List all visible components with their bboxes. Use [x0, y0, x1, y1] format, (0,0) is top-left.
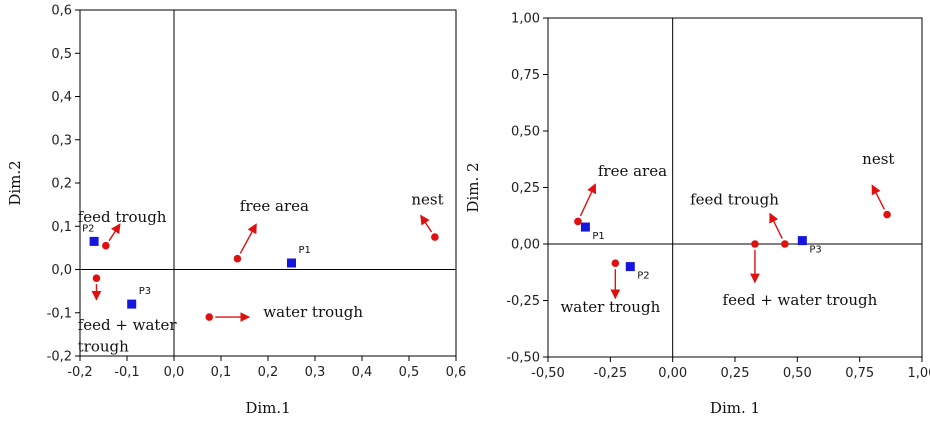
x-tick-label: 0,25 — [721, 366, 750, 381]
x-tick-label: -0,25 — [594, 366, 628, 381]
point-label: P2 — [637, 271, 649, 282]
x-tick-label: 0,3 — [305, 365, 326, 380]
x-tick-label: 0,2 — [258, 365, 279, 380]
x-tick-label: 0,0 — [164, 365, 185, 380]
x-tick-label: -0,1 — [114, 365, 139, 380]
x-axis-title: Dim.1 — [245, 399, 290, 417]
point-free-area — [233, 254, 242, 263]
point-feed-trough — [102, 241, 110, 250]
x-tick-label: -0,2 — [67, 365, 92, 380]
annotation: feed trough — [78, 208, 167, 226]
point-water-trough — [205, 313, 214, 321]
point-label: P2 — [82, 223, 94, 234]
y-tick-label: 0,75 — [511, 68, 540, 83]
annotation: nest — [862, 150, 894, 168]
x-axis-title: Dim. 1 — [710, 399, 760, 417]
point-label: P1 — [592, 231, 604, 242]
y-tick-label: 0,3 — [51, 133, 72, 148]
point-p2 — [89, 236, 99, 246]
arrow — [769, 212, 783, 239]
point-label: P3 — [139, 286, 151, 297]
y-tick-label: 0,1 — [51, 220, 72, 235]
x-tick-label: 0,4 — [352, 365, 373, 380]
x-tick-label: 0,00 — [658, 366, 687, 381]
y-tick-label: -0,25 — [506, 294, 540, 309]
point-p1 — [287, 258, 296, 268]
x-tick-label: 0,75 — [845, 366, 874, 381]
chart-left: -0,2 -0,1 0,0 0,1 0,2 0,3 0,4 0,5 0,6 0,6 0,5 0,4 0,… — [6, 4, 466, 418]
arrow — [239, 223, 257, 254]
x-tick-label: 0,50 — [783, 366, 812, 381]
y-tick-label: 0,50 — [511, 125, 540, 140]
x-tick-label: -0,50 — [531, 366, 565, 381]
arrow — [871, 184, 885, 210]
point-nest — [883, 210, 891, 219]
y-tick-label: 0,0 — [51, 263, 72, 278]
x-tick-label: 0,5 — [399, 365, 420, 380]
arrow — [420, 214, 433, 233]
annotation: free area — [598, 162, 667, 180]
annotation: water trough — [560, 298, 660, 316]
point-nest — [431, 233, 439, 241]
arrow — [108, 223, 121, 242]
y-tick-label: 0,25 — [511, 181, 540, 196]
annotation: feed + water trough — [723, 291, 878, 309]
point-feed-water-trough — [92, 274, 101, 282]
y-tick-label: -0,2 — [47, 350, 72, 365]
x-tick-label: 1,00 — [908, 366, 930, 381]
point-free-area — [574, 217, 582, 226]
y-tick-label: 0,4 — [51, 90, 72, 105]
point-p1 — [580, 222, 590, 232]
y-tick-label: 0,2 — [51, 177, 72, 192]
annotation: feed + water — [78, 316, 178, 334]
x-tick-label: 0,1 — [211, 365, 232, 380]
chart-right: -0,50 -0,25 0,00 0,25 0,50 0,75 1,00 1,00 0,75 0,… — [464, 12, 930, 418]
y-tick-label: 0,5 — [51, 47, 72, 62]
point-p3 — [797, 236, 807, 246]
annotation: trough — [78, 338, 129, 356]
point-p2 — [625, 262, 635, 272]
point-label: P1 — [299, 245, 311, 256]
annotation: nest — [411, 191, 443, 209]
arrow — [579, 183, 597, 217]
point-label: P3 — [809, 245, 821, 256]
y-tick-label: -0,50 — [506, 351, 540, 366]
annotation: water trough — [263, 303, 363, 321]
point-feed-trough — [781, 240, 789, 248]
y-tick-label: -0,1 — [47, 306, 72, 321]
y-axis-title: Dim. 2 — [464, 162, 482, 212]
x-tick-label: 0,6 — [446, 365, 467, 380]
y-tick-label: 0,00 — [511, 238, 540, 253]
point-feed-water-trough — [751, 240, 759, 248]
y-tick-label: 0,6 — [51, 4, 72, 19]
annotation: feed trough — [690, 190, 779, 208]
y-axis-title: Dim.2 — [6, 160, 24, 205]
point-p3 — [127, 299, 137, 309]
y-tick-label: 1,00 — [511, 12, 540, 27]
point-water-trough — [611, 259, 620, 268]
annotation: free area — [240, 197, 309, 215]
